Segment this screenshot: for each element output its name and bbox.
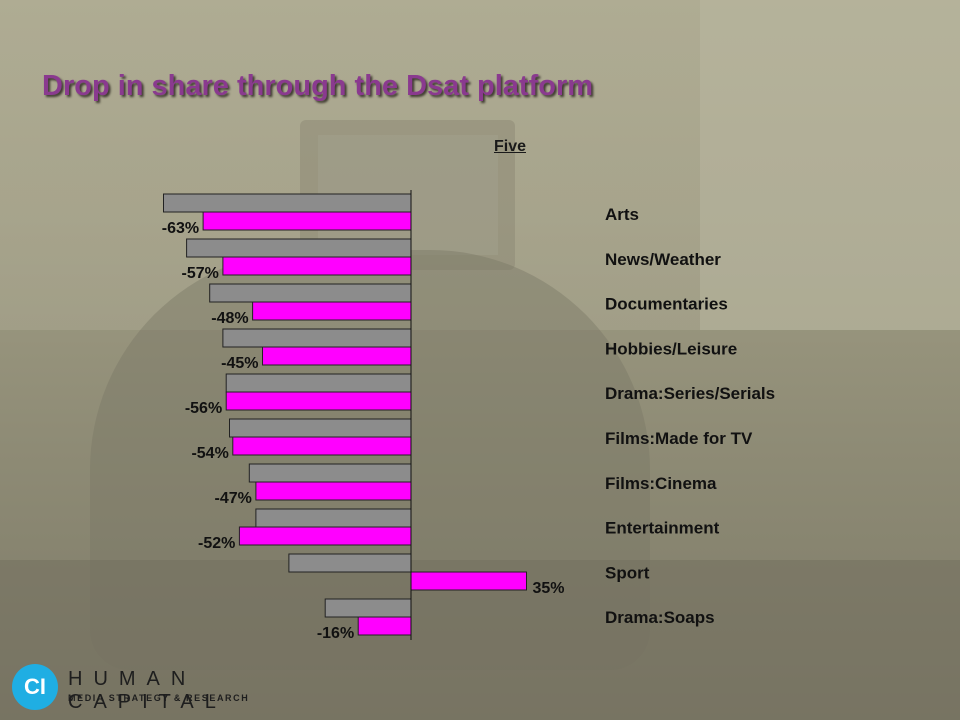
magenta-bar [255,481,412,501]
category-label: Drama:Series/Serials [605,384,775,403]
category-label: Sport [605,563,650,582]
magenta-bar [252,301,412,321]
data-label: -63% [162,220,199,237]
data-label: 35% [533,580,565,597]
logo-mark-icon: CI [12,664,58,710]
data-label: -16% [317,625,354,642]
value-labels-group: -63% -57% -48% -45% -56% -54% -47% -52% 35% -16% [162,220,565,642]
category-label: Films:Made for TV [605,429,753,448]
category-label: Drama:Soaps [605,608,715,627]
grey-bar [209,283,412,303]
data-label: -48% [211,310,248,327]
data-label: -57% [182,265,219,282]
logo-name: HUMAN CAPITAL [68,668,227,713]
magenta-bar [238,526,412,546]
data-label: -54% [191,445,228,462]
category-label: Arts [605,205,639,224]
grey-bar [288,553,412,573]
grey-bar [163,193,412,213]
category-label: Hobbies/Leisure [605,339,737,358]
logo-tagline: MEDIA STRATEGY & RESEARCH [68,693,250,703]
company-logo: CI HUMAN CAPITAL MEDIA STRATEGY & RESEAR… [12,664,342,714]
grey-bar [324,598,412,618]
magenta-bar [262,346,412,366]
magenta-bar [232,436,412,456]
category-label: News/Weather [605,250,721,269]
slide-title: Drop in share through the Dsat platform [42,70,594,102]
category-label: Films:Cinema [605,474,717,493]
data-label: -52% [198,535,235,552]
category-label: Entertainment [605,519,720,538]
magenta-bar [202,211,412,231]
series-label: Five [493,138,526,155]
grey-bar [248,463,412,483]
magenta-bar [222,256,412,276]
grey-bar [222,328,412,348]
grey-bar [186,238,412,258]
magenta-bar [225,391,412,411]
grey-bar [225,373,412,393]
grey-bar [255,508,412,528]
magenta-bar [357,616,412,636]
category-labels-group: Arts News/Weather Documentaries Hobbies/Lei… [605,205,775,627]
data-label: -47% [215,490,252,507]
bars-group [163,193,527,636]
category-label: Documentaries [605,295,728,314]
magenta-bar [410,571,527,591]
data-label: -56% [185,400,222,417]
data-label: -45% [221,355,258,372]
grey-bar [229,418,412,438]
